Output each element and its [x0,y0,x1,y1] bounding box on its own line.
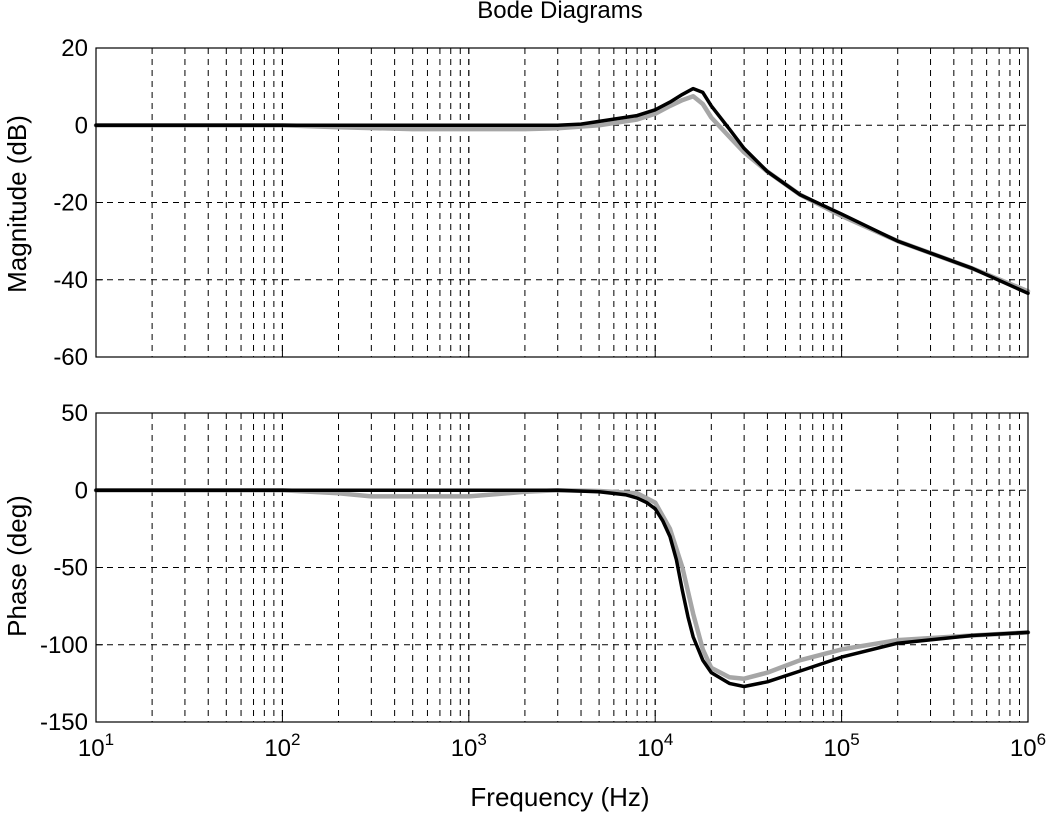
x-tick-label: 101 [78,730,114,762]
x-tick-label: 103 [451,730,487,762]
phase-ytick-label: -100 [40,632,88,659]
magnitude-ytick-label: -60 [53,344,88,371]
x-tick-exponent: 5 [850,730,859,749]
phase-axis-label: Phase (deg) [2,495,32,637]
phase-series-line-gray [93,488,1031,681]
magnitude-axis-label: Magnitude (dB) [2,115,32,293]
x-tick-base: 10 [1010,735,1037,762]
magnitude-ytick-label: 0 [75,112,88,139]
phase-ytick-label: -150 [40,709,88,736]
x-tick-base: 10 [264,735,291,762]
magnitude-series-line-black [94,86,1030,296]
x-tick-base: 10 [824,735,851,762]
x-tick-base: 10 [451,735,478,762]
magnitude-ytick-label: -20 [53,190,88,217]
x-tick-exponent: 6 [1037,730,1046,749]
x-tick-label: 106 [1010,730,1046,762]
magnitude-panel: 20 0 -20 -40 -60 [53,35,1031,371]
x-tick-exponent: 2 [291,730,300,749]
x-tick-label: 104 [637,730,673,762]
phase-ytick-label: 0 [75,477,88,504]
x-tick-exponent: 4 [664,730,673,749]
phase-ytick-label: 50 [61,400,88,427]
x-tick-label: 105 [824,730,860,762]
x-tick-base: 10 [637,735,664,762]
x-tick-label: 102 [264,730,300,762]
magnitude-ytick-label: -40 [53,267,88,294]
magnitude-ytick-label: 20 [61,35,88,62]
phase-series-line-black [94,488,1030,689]
x-tick-exponent: 1 [105,730,114,749]
x-tick-exponent: 3 [477,730,486,749]
x-tick-base: 10 [78,735,105,762]
phase-ytick-label: -50 [53,555,88,582]
chart-title: Bode Diagrams [477,0,642,24]
x-axis-label: Frequency (Hz) [470,782,649,812]
